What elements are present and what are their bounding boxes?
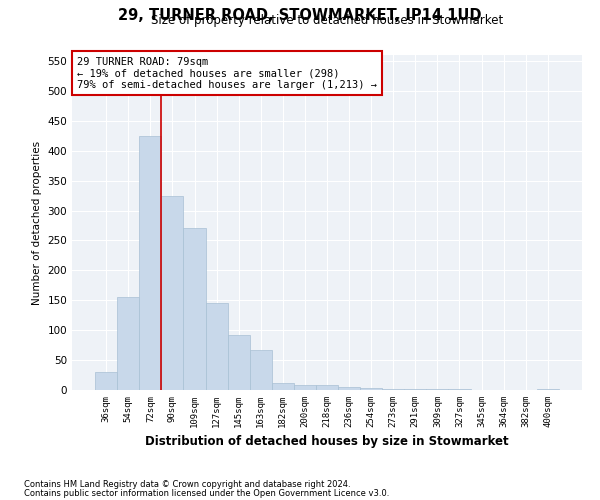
Bar (206, 304, 227, 390)
Bar (272, 383, 294, 390)
Bar (294, 384, 316, 390)
Bar (95, 372, 117, 390)
Bar (184, 228, 206, 390)
Bar (117, 298, 139, 390)
Bar (161, 196, 184, 390)
Bar (360, 388, 382, 390)
X-axis label: Distribution of detached houses by size in Stowmarket: Distribution of detached houses by size … (145, 436, 509, 448)
Bar (382, 389, 404, 390)
Text: 29, TURNER ROAD, STOWMARKET, IP14 1UD: 29, TURNER ROAD, STOWMARKET, IP14 1UD (118, 8, 482, 22)
Bar (250, 350, 272, 390)
Y-axis label: Number of detached properties: Number of detached properties (32, 140, 42, 304)
Text: Contains public sector information licensed under the Open Government Licence v3: Contains public sector information licen… (24, 488, 389, 498)
Text: Contains HM Land Registry data © Crown copyright and database right 2024.: Contains HM Land Registry data © Crown c… (24, 480, 350, 489)
Bar (227, 335, 250, 390)
Text: 29 TURNER ROAD: 79sqm
← 19% of detached houses are smaller (298)
79% of semi-det: 29 TURNER ROAD: 79sqm ← 19% of detached … (77, 56, 377, 90)
Bar (316, 385, 338, 390)
Title: Size of property relative to detached houses in Stowmarket: Size of property relative to detached ho… (151, 14, 503, 28)
Bar (338, 387, 360, 390)
Bar (139, 136, 161, 390)
Bar (537, 389, 559, 390)
